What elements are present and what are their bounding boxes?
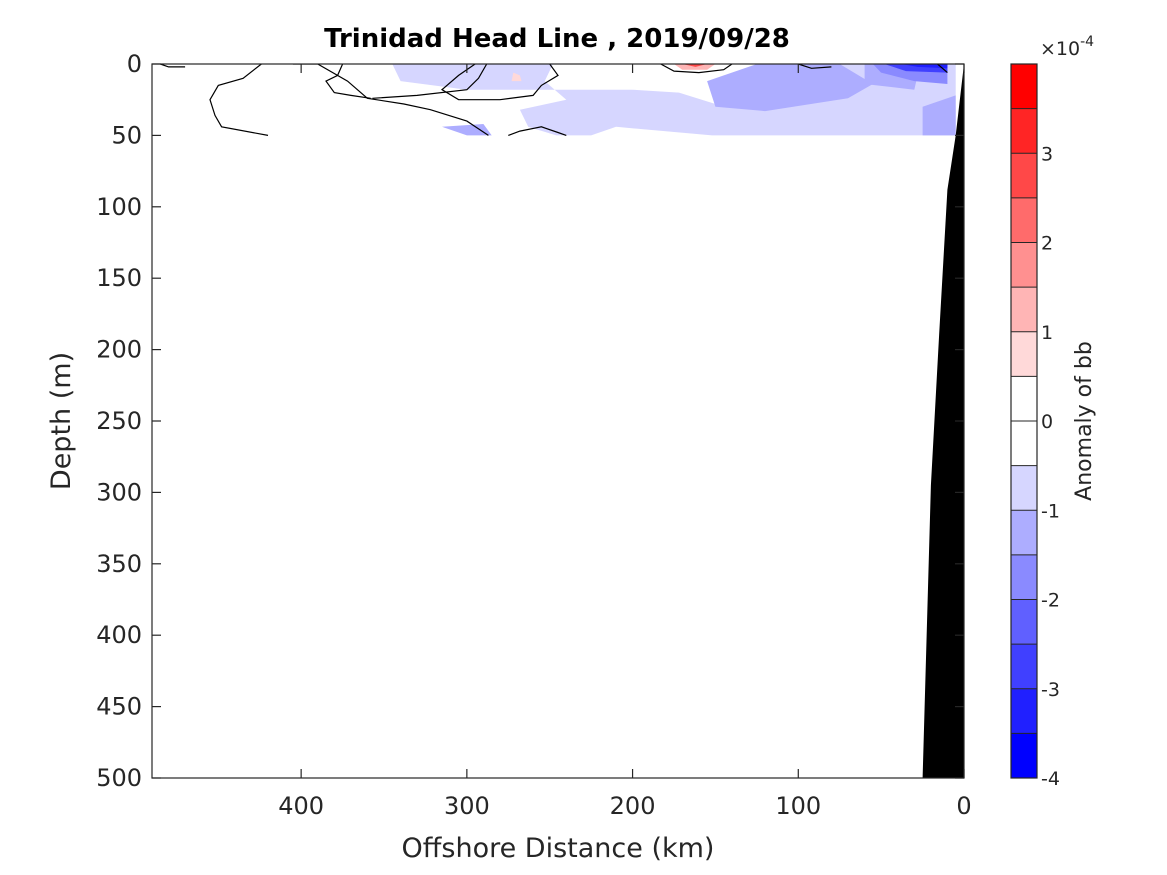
colorbar-segment-10 [1011, 287, 1037, 332]
colorbar-segment-8 [1011, 376, 1037, 421]
contour-line-4 [372, 64, 488, 99]
contour-line-9 [937, 64, 948, 74]
colorbar-exponent: ×10-4 [1040, 34, 1094, 60]
anomaly-region-7 [901, 64, 948, 69]
y-axis-label: Depth (m) [46, 352, 77, 490]
plot-area [152, 64, 964, 778]
colorbar-segment-1 [1011, 688, 1037, 734]
colorbar-segment-6 [1011, 465, 1037, 511]
colorbar-tick-label: -1 [1041, 500, 1060, 522]
colorbar-segment-3 [1011, 599, 1037, 645]
y-tick-label: 450 [96, 693, 142, 721]
contour-line-6 [508, 126, 567, 136]
anomaly-region-1 [707, 64, 873, 112]
colorbar-frame [1010, 63, 1038, 779]
contour-line-8 [798, 64, 832, 69]
y-tick-label: 200 [96, 336, 142, 364]
contour-line-0 [160, 64, 186, 68]
colorbar-segment-14 [1011, 108, 1037, 154]
y-tick-label: 0 [127, 50, 142, 78]
colorbar-label: Anomaly of bb [1072, 341, 1097, 501]
anomaly-region-10 [511, 72, 522, 82]
anomaly-region-8 [674, 64, 716, 70]
colorbar-tick-label: -3 [1041, 679, 1060, 701]
y-tick-label: 100 [96, 193, 142, 221]
x-tick-label: 400 [278, 792, 324, 820]
colorbar: -4 -3 -2 -1 0 1 2 3 [1010, 63, 1060, 790]
colorbar-tick-label: -4 [1041, 768, 1060, 790]
anomaly-region-4 [442, 124, 492, 136]
contour-line-5 [440, 64, 559, 101]
colorbar-segment-5 [1011, 510, 1037, 555]
colorbar-segment-7 [1011, 421, 1037, 466]
y-tick-label: 500 [96, 764, 142, 792]
x-tick-label: 100 [775, 792, 821, 820]
x-tick-label: 300 [444, 792, 490, 820]
y-tick-label: 250 [96, 407, 142, 435]
colorbar-tick-label: -2 [1041, 590, 1060, 612]
colorbar-tick-label: 2 [1041, 233, 1053, 255]
y-tick-label: 300 [96, 478, 142, 506]
colorbar-segment-0 [1011, 733, 1037, 778]
colorbar-segment-12 [1011, 197, 1037, 243]
colorbar-tick-label: 0 [1041, 411, 1053, 433]
y-tick-label: 50 [111, 121, 142, 149]
y-tick-label: 150 [96, 264, 142, 292]
x-tick-label: 0 [956, 792, 971, 820]
colorbar-tick-label: 1 [1041, 322, 1053, 344]
colorbar-segment-2 [1011, 644, 1037, 689]
colorbar-segment-15 [1011, 64, 1037, 109]
colorbar-segment-13 [1011, 153, 1037, 198]
anomaly-region-9 [682, 64, 708, 67]
contour-line-7 [660, 64, 733, 74]
y-tick-label: 350 [96, 550, 142, 578]
x-tick-label: 200 [610, 792, 656, 820]
y-tick-label: 400 [96, 621, 142, 649]
colorbar-segment-11 [1011, 242, 1037, 288]
zero-contours [160, 64, 948, 136]
contour-line-3 [209, 64, 269, 136]
colorbar-segment-4 [1011, 554, 1037, 600]
colorbar-tick-label: 3 [1041, 143, 1053, 165]
colorbar-segment-9 [1011, 331, 1037, 377]
seafloor [922, 64, 964, 778]
contour-line-1 [292, 64, 489, 136]
bathymetry [922, 64, 964, 778]
x-axis-label: Offshore Distance (km) [402, 833, 715, 864]
chart-title: Trinidad Head Line , 2019/09/28 [324, 24, 790, 54]
anomaly-fills [392, 64, 956, 136]
contour-line-2 [325, 64, 371, 99]
anomaly-region-3 [922, 95, 956, 136]
axes: 400 300 200 100 0 0 50 100 150 200 250 300 350 400 450… [96, 50, 971, 820]
